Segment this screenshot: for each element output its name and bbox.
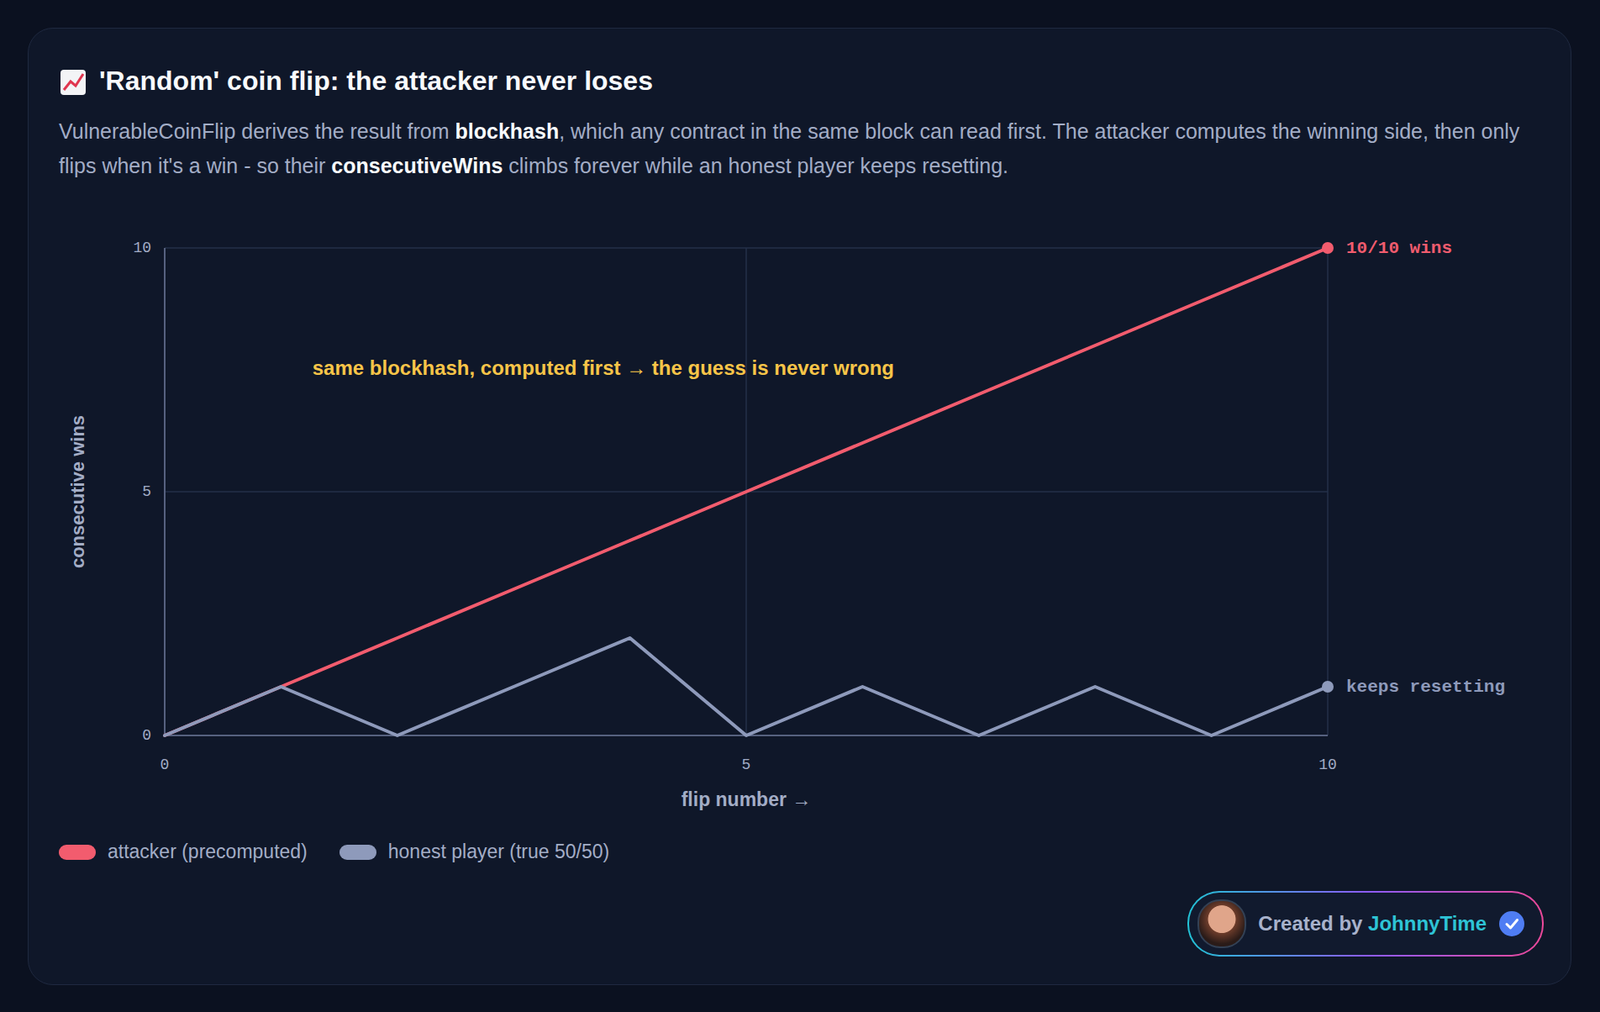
legend-item: honest player (true 50/50)	[339, 840, 610, 864]
x-tick-label: 0	[160, 756, 170, 774]
verified-bg	[1499, 910, 1525, 937]
subtitle: VulnerableCoinFlip derives the result fr…	[58, 114, 1547, 184]
icon-bg	[60, 69, 86, 95]
legend: attacker (precomputed) honest player (tru…	[58, 840, 610, 864]
subtitle-bold: consecutiveWins	[331, 153, 503, 178]
avatar	[1197, 899, 1247, 948]
y-tick-label: 10	[132, 239, 152, 257]
end-dot	[1321, 242, 1334, 254]
subtitle-text: climbs forever while an honest player ke…	[502, 153, 1009, 178]
series-line	[164, 247, 1328, 736]
y-tick-label: 5	[142, 483, 152, 500]
credit-inner: Created by JohnnyTime	[1189, 892, 1543, 955]
icon-line	[63, 73, 84, 90]
end-label: 10/10 wins	[1346, 238, 1453, 258]
end-label: keeps resetting	[1346, 677, 1506, 697]
series-line	[164, 637, 1328, 736]
grid	[164, 247, 1328, 736]
credit-name: JohnnyTime	[1368, 911, 1487, 935]
legend-swatch	[339, 844, 377, 860]
legend-label: attacker (precomputed)	[107, 840, 308, 864]
x-tick-label: 5	[742, 756, 752, 774]
subtitle-text: VulnerableCoinFlip derives the result fr…	[58, 119, 456, 143]
x-tick-label: 10	[1318, 756, 1337, 774]
verified-icon	[1498, 910, 1526, 937]
credit-badge: Created by JohnnyTime	[1187, 890, 1544, 957]
y-axis-title: consecutive wins	[67, 415, 89, 569]
legend-swatch	[58, 844, 96, 860]
credit-text: Created by JohnnyTime	[1257, 911, 1487, 936]
title: 'Random' coin flip: the attacker never l…	[99, 65, 653, 97]
title-icon	[60, 69, 86, 95]
x-axis-title: flip number →	[681, 788, 812, 811]
end-dot	[1321, 680, 1334, 693]
grid-line-x	[163, 247, 166, 736]
annotation: same blockhash, computed first → the gue…	[312, 356, 895, 379]
verified-check	[1506, 920, 1518, 929]
credit-prefix: Created by	[1257, 911, 1369, 935]
subtitle-bold: blockhash	[455, 119, 560, 143]
legend-item: attacker (precomputed)	[58, 840, 308, 864]
marks	[164, 242, 1334, 736]
legend-label: honest player (true 50/50)	[388, 840, 610, 864]
grid-line-x	[1326, 247, 1329, 736]
y-tick-label: 0	[142, 726, 152, 744]
y-axis	[163, 247, 166, 736]
